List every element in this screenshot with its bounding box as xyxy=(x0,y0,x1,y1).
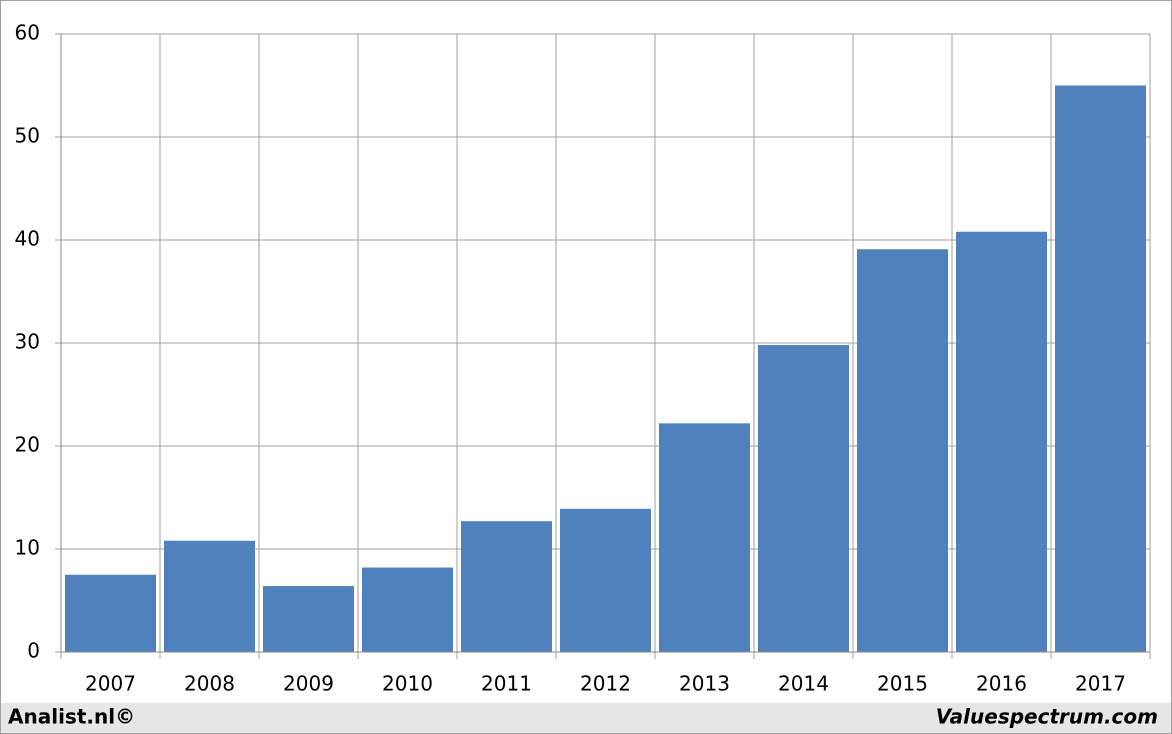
y-tick-label: 20 xyxy=(15,433,40,457)
bar xyxy=(1055,85,1146,652)
bar xyxy=(560,508,651,652)
bar xyxy=(65,574,156,652)
y-tick-label: 30 xyxy=(15,330,40,354)
bar xyxy=(461,521,552,652)
x-tick-label: 2010 xyxy=(382,672,433,696)
bar xyxy=(263,586,354,652)
y-tick-label: 50 xyxy=(15,124,40,148)
bar xyxy=(164,540,255,652)
y-tick-label: 10 xyxy=(15,536,40,560)
x-tick-label: 2012 xyxy=(580,672,631,696)
bar xyxy=(956,231,1047,652)
x-tick-label: 2014 xyxy=(778,672,829,696)
credit: Valuespectrum.com xyxy=(936,705,1158,729)
x-tick-label: 2015 xyxy=(877,672,928,696)
x-tick-label: 2007 xyxy=(85,672,136,696)
x-tick-label: 2009 xyxy=(283,672,334,696)
y-tick-label: 60 xyxy=(15,21,40,45)
bar xyxy=(659,423,750,652)
y-tick-label: 0 xyxy=(27,639,40,663)
y-tick-label: 40 xyxy=(15,227,40,251)
x-tick-label: 2013 xyxy=(679,672,730,696)
x-tick-label: 2011 xyxy=(481,672,532,696)
bar xyxy=(362,567,453,652)
footer-bar xyxy=(1,703,1171,733)
bar xyxy=(857,249,948,652)
bar xyxy=(758,345,849,652)
x-tick-label: 2008 xyxy=(184,672,235,696)
source: Analist.nl© xyxy=(8,705,135,729)
x-tick-label: 2016 xyxy=(976,672,1027,696)
x-tick-label: 2017 xyxy=(1075,672,1126,696)
